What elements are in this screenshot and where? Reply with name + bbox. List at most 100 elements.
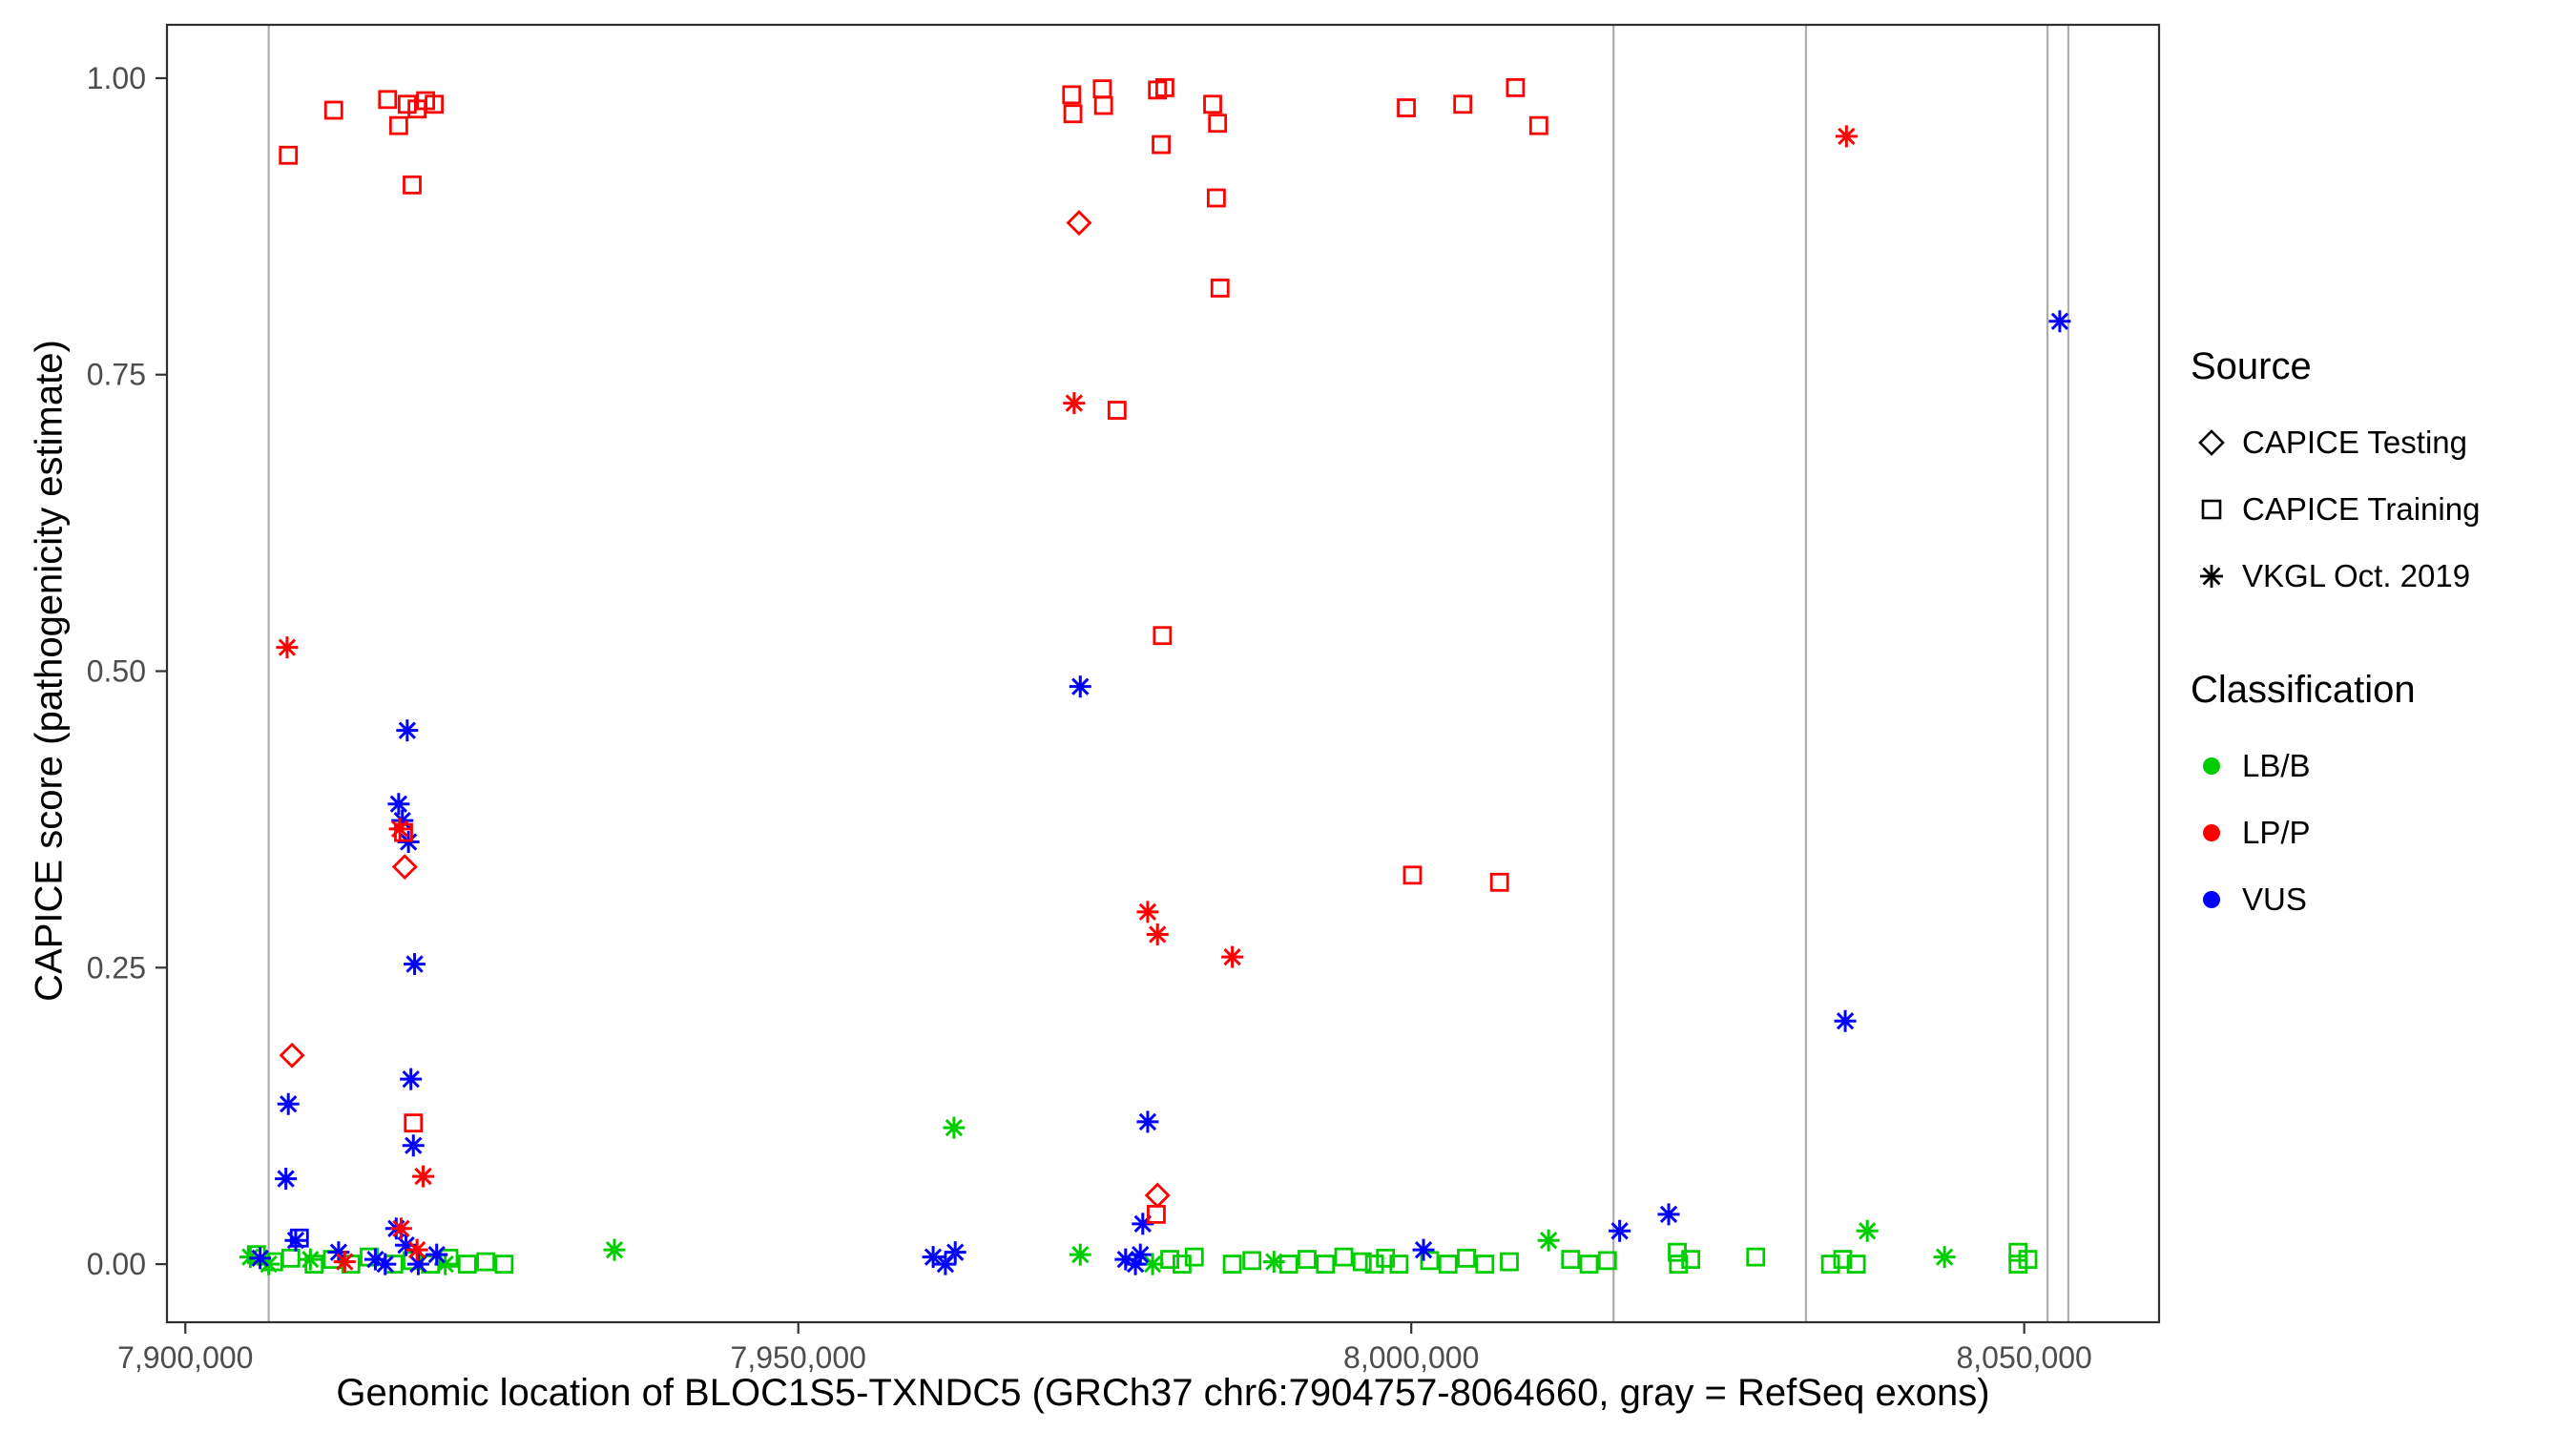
data-point [279,1042,305,1068]
data-point [1160,1250,1179,1270]
legend-label-capice-training: CAPICE Training [2242,491,2481,527]
legend-item-lpp: LP/P [2191,799,2480,866]
legend-source: Source CAPICE Testing CAPICE Training [2191,345,2480,610]
legend-item-vus: VUS [2191,866,2480,933]
data-point [1153,626,1173,646]
legend-classification: Classification LB/B LP/P VUS [2191,669,2480,933]
data-point [603,1238,626,1261]
y-tick-label: 0.25 [87,950,146,985]
data-point [934,1253,957,1275]
data-point [299,1248,322,1271]
data-point [1597,1251,1617,1271]
data-point [249,1247,272,1270]
data-point [1208,114,1228,134]
vus-dot-icon [2203,891,2220,908]
data-point [396,719,419,742]
legend-item-capice-testing: CAPICE Testing [2191,409,2480,476]
data-point [1298,1250,1317,1270]
x-tick-label: 8,000,000 [1343,1340,1479,1375]
data-point [1412,1238,1435,1261]
data-point [1069,675,1091,698]
data-point [387,793,410,816]
data-point [1579,1255,1599,1274]
data-point [284,1229,307,1252]
data-point [1146,923,1169,945]
data-point [277,1092,300,1115]
data-point [1402,865,1423,885]
asterisk-marker-icon [2200,565,2223,588]
data-point [1144,1182,1171,1209]
y-axis-title: CAPICE score (pathogenicity estimate) [28,340,71,1002]
lbb-dot-icon [2203,757,2220,775]
data-point [1376,1248,1396,1268]
legend-label-capice-testing: CAPICE Testing [2242,425,2467,460]
data-point [1129,1243,1152,1266]
data-point [1833,1250,1853,1270]
data-point [1136,901,1159,923]
square-marker-icon [2201,499,2222,520]
data-point [1203,94,1222,114]
data-point [1184,1247,1204,1267]
y-tick-label: 0.50 [87,654,146,689]
data-point [1093,95,1113,115]
data-point [494,1255,514,1274]
data-point [1278,1255,1298,1274]
data-point [1155,77,1174,97]
lpp-dot-icon [2203,824,2220,841]
data-point [402,1134,425,1157]
data-point [943,1116,966,1139]
data-point [1537,1229,1560,1252]
data-point [378,90,398,110]
legend-label-lpp: LP/P [2242,815,2311,850]
data-point [457,1255,477,1274]
data-point [2048,310,2071,333]
data-point [400,1068,423,1090]
diamond-marker-icon [2198,429,2225,456]
data-point [426,1243,448,1266]
data-point [397,831,420,854]
data-point [1528,115,1548,135]
data-point [1262,1251,1285,1274]
data-point [1364,1255,1384,1274]
data-point [1389,1255,1409,1274]
data-point [1397,98,1416,117]
data-point [1746,1247,1766,1267]
data-point [1669,1255,1689,1274]
data-point [1420,1251,1440,1271]
x-axis-title: Genomic location of BLOC1S5-TXNDC5 (GRCh… [336,1372,1990,1414]
data-point [1500,1252,1519,1272]
data-point [1438,1255,1458,1274]
data-point [404,953,426,976]
data-point [922,1246,945,1269]
legend-label-lbb: LB/B [2242,748,2311,783]
data-point [2018,1250,2038,1270]
data-point [1453,94,1473,114]
data-point [1069,1243,1091,1266]
data-point [1316,1255,1336,1274]
data-point [944,1241,966,1264]
legend-classification-title: Classification [2191,669,2416,711]
data-point [1152,135,1171,155]
data-point [1063,392,1086,415]
data-point [1092,79,1112,99]
data-point [1561,1250,1581,1270]
data-point [388,115,408,135]
plot-panel-border [165,23,2161,1324]
data-point [279,145,299,165]
data-point [388,818,411,840]
data-point [323,100,343,120]
data-point [1657,1203,1680,1226]
data-point [412,1165,435,1188]
data-point [1352,1252,1372,1272]
data-point [1141,1253,1164,1275]
legend-item-lbb: LB/B [2191,733,2480,799]
data-point [404,1113,424,1133]
data-point [1062,85,1082,105]
data-point [1210,279,1230,298]
data-point [1681,1250,1701,1270]
data-point [1820,1255,1840,1274]
data-point [1457,1248,1476,1268]
x-tick-label: 8,050,000 [1956,1340,2091,1375]
